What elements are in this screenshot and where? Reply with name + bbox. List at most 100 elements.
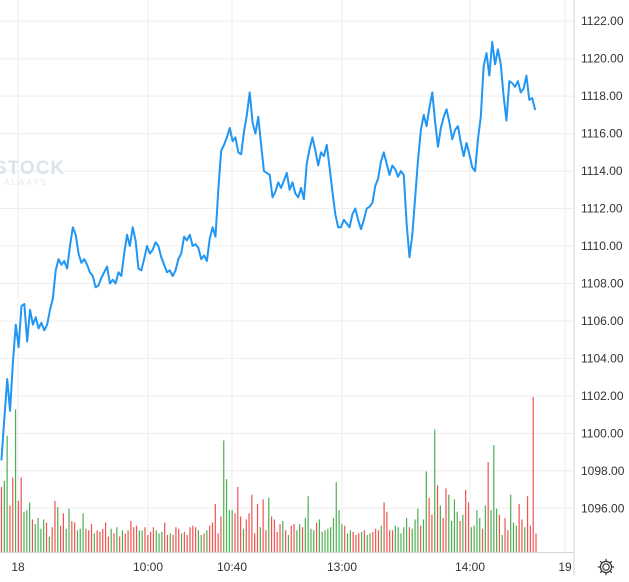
volume-bar	[203, 533, 205, 552]
volume-bar	[121, 530, 124, 552]
volume-bar	[299, 524, 301, 552]
volume-bar	[220, 516, 222, 552]
volume-bar	[135, 525, 138, 552]
volume-bar	[445, 488, 447, 552]
volume-bar	[127, 530, 129, 552]
volume-bar	[411, 528, 413, 552]
x-tick-label: 10:40	[217, 560, 247, 574]
volume-bar	[110, 528, 112, 552]
volume-bar	[155, 530, 157, 552]
volume-bar	[192, 525, 194, 552]
volume-bar	[68, 508, 70, 552]
volume-bar	[510, 494, 512, 552]
volume-bar	[147, 534, 149, 552]
volume-bar	[496, 508, 498, 552]
volume-bar	[535, 533, 537, 552]
volume-bar	[481, 528, 484, 552]
volume-bar	[285, 530, 287, 552]
volume-bar	[256, 503, 259, 552]
x-tick-label: 10:00	[133, 560, 163, 574]
volume-bar	[335, 482, 337, 552]
x-tick-label: 13:00	[327, 560, 357, 574]
volume-bar	[369, 533, 371, 552]
volume-bar	[217, 533, 219, 552]
volume-bar	[287, 534, 290, 552]
volume-bar	[161, 531, 163, 552]
volume-bar	[245, 519, 247, 552]
volume-bar	[178, 528, 180, 552]
volume-bar	[301, 527, 304, 552]
volume-bar	[54, 500, 56, 552]
volume-bar	[304, 517, 306, 552]
volume-bar	[448, 494, 450, 552]
volume-bar	[164, 522, 166, 552]
y-tick-label: 1112.00	[581, 202, 623, 216]
volume-bar	[338, 510, 340, 552]
volume-bar	[259, 527, 261, 552]
volume-bar	[59, 525, 62, 552]
volume-bar	[262, 499, 264, 552]
volume-bar	[268, 497, 270, 552]
y-tick-label: 1110.00	[581, 239, 623, 253]
volume-bar	[526, 496, 529, 552]
y-tick-label: 1122.00	[581, 14, 624, 28]
volume-bar	[282, 521, 284, 552]
volume-bar	[119, 536, 121, 552]
volume-bar	[99, 531, 101, 552]
volume-bar	[225, 479, 228, 552]
volume-bar	[521, 519, 523, 552]
volume-bar	[422, 519, 425, 552]
volume-bar	[183, 531, 185, 552]
volume-bar	[349, 530, 351, 552]
volume-bar	[512, 522, 515, 552]
volume-bar	[330, 527, 332, 552]
volume-bar	[366, 534, 368, 552]
volume-bar	[352, 531, 354, 552]
watermark-text: STOCK	[0, 158, 65, 179]
volume-bar	[498, 514, 501, 552]
volume-bar	[214, 503, 216, 552]
grid-lines	[0, 0, 574, 552]
volume-bar	[318, 519, 320, 552]
volume-bar	[71, 521, 73, 552]
volume-bar	[377, 530, 380, 552]
volume-bar	[363, 530, 365, 552]
settings-button[interactable]	[596, 557, 616, 577]
volume-bar	[436, 485, 439, 552]
volume-bar	[141, 530, 143, 552]
volume-bar	[31, 519, 34, 552]
volume-bar	[487, 462, 489, 552]
volume-bar	[166, 534, 169, 552]
volume-bar	[186, 534, 188, 552]
volume-bar	[307, 496, 309, 552]
volume-bar	[85, 528, 87, 552]
volume-bar	[6, 435, 8, 552]
volume-bar	[479, 517, 481, 552]
volume-bar	[321, 531, 323, 552]
volume-bar	[332, 517, 335, 552]
volume-bar	[391, 530, 394, 552]
volume-bar	[254, 533, 256, 552]
volume-bar	[211, 522, 214, 552]
volume-bar	[209, 525, 211, 552]
volume-bar	[3, 480, 5, 552]
volume-bar	[138, 530, 140, 552]
y-tick-label: 1100.00	[581, 426, 624, 440]
volume-bar	[124, 533, 126, 552]
y-tick-label: 1098.00	[581, 464, 625, 478]
volume-bar	[90, 524, 93, 552]
volume-bar	[144, 527, 146, 552]
y-tick-label: 1120.00	[581, 52, 624, 66]
volume-bar	[389, 530, 391, 552]
volume-bar	[104, 522, 107, 552]
y-tick-label: 1116.00	[581, 127, 623, 141]
volume-bar	[197, 530, 200, 552]
watermark: STOCK ALWAYS	[0, 158, 65, 187]
volume-bars	[0, 397, 537, 552]
volume-bar	[470, 527, 472, 552]
volume-bar	[501, 534, 503, 552]
volume-bar	[237, 486, 239, 552]
x-tick-label: 19	[558, 560, 572, 574]
volume-bar	[383, 502, 385, 552]
